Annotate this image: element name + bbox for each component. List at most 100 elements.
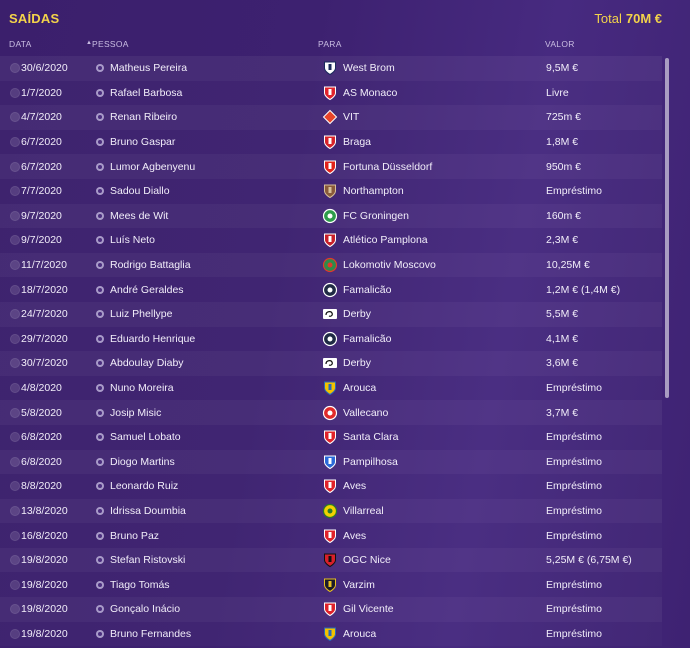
player-name[interactable]: Rafael Barbosa [110, 86, 183, 99]
table-row[interactable]: 4/7/2020 Renan Ribeiro VIT 725m € [0, 105, 662, 130]
column-header-to[interactable]: PARA [318, 39, 342, 49]
table-row[interactable]: 19/8/2020 Bruno Fernandes Arouca Emprést… [0, 622, 662, 647]
table-row[interactable]: 6/7/2020 Lumor Agbenyenu Fortuna Düsseld… [0, 154, 662, 179]
transfer-date: 29/7/2020 [21, 332, 68, 345]
transfer-date: 1/7/2020 [21, 86, 62, 99]
table-row[interactable]: 4/8/2020 Nuno Moreira Arouca Empréstimo [0, 376, 662, 401]
club-name[interactable]: West Brom [343, 62, 395, 75]
transfer-date: 19/8/2020 [21, 627, 68, 640]
club-name[interactable]: Santa Clara [343, 431, 399, 444]
transfer-date: 30/7/2020 [21, 357, 68, 370]
table-row[interactable]: 30/7/2020 Abdoulay Diaby Derby 3,6M € [0, 351, 662, 376]
player-name[interactable]: Leonardo Ruiz [110, 480, 179, 493]
player-name[interactable]: Rodrigo Battaglia [110, 259, 191, 272]
club-name[interactable]: Varzim [343, 578, 375, 591]
club-crest-icon [322, 429, 338, 445]
table-row[interactable]: 18/7/2020 André Geraldes Famalicão 1,2M … [0, 277, 662, 302]
club-crest-icon [322, 208, 338, 224]
table-row[interactable]: 9/7/2020 Mees de Wit FC Groningen 160m € [0, 203, 662, 229]
club-name[interactable]: Villarreal [343, 504, 384, 517]
status-icon [10, 210, 20, 221]
player-name[interactable]: Luiz Phellype [110, 308, 173, 321]
player-name[interactable]: Matheus Pereira [110, 62, 188, 75]
player-name[interactable]: André Geraldes [110, 283, 184, 296]
club-name[interactable]: Fortuna Düsseldorf [343, 160, 433, 173]
club-name[interactable]: Derby [343, 308, 372, 321]
player-name[interactable]: Sadou Diallo [110, 185, 170, 198]
player-name[interactable]: Samuel Lobato [110, 431, 181, 444]
table-row[interactable]: 6/8/2020 Diogo Martins Pampilhosa Emprés… [0, 449, 662, 475]
table-row[interactable]: 11/7/2020 Rodrigo Battaglia Lokomotiv Mo… [0, 252, 662, 278]
table-row[interactable]: 6/7/2020 Bruno Gaspar Braga 1,8M € [0, 130, 662, 155]
player-name[interactable]: Renan Ribeiro [110, 111, 178, 124]
player-name[interactable]: Bruno Paz [110, 529, 160, 542]
club-crest-icon [322, 282, 338, 298]
table-row[interactable]: 13/8/2020 Idrissa Doumbia Villarreal Emp… [0, 498, 662, 524]
table-row[interactable]: 19/8/2020 Tiago Tomás Varzim Empréstimo [0, 572, 662, 597]
club-name[interactable]: Gil Vicente [343, 603, 394, 616]
table-row[interactable]: 6/8/2020 Samuel Lobato Santa Clara Empré… [0, 425, 662, 450]
player-icon [96, 556, 104, 565]
table-row[interactable]: 16/8/2020 Bruno Paz Aves Empréstimo [0, 523, 662, 548]
table-row[interactable]: 5/8/2020 Josip Misic Vallecano 3,7M € [0, 400, 662, 425]
player-name[interactable]: Bruno Fernandes [110, 627, 192, 640]
player-name[interactable]: Bruno Gaspar [110, 136, 176, 149]
column-header-value[interactable]: VALOR [545, 39, 575, 49]
table-row[interactable]: 19/8/2020 Gonçalo Inácio Gil Vicente Emp… [0, 597, 662, 622]
club-name[interactable]: FC Groningen [343, 209, 409, 222]
table-row[interactable]: 29/7/2020 Eduardo Henrique Famalicão 4,1… [0, 327, 662, 352]
player-name[interactable]: Eduardo Henrique [110, 332, 196, 345]
club-name[interactable]: Pampilhosa [343, 455, 398, 468]
club-name[interactable]: Aves [343, 480, 367, 493]
club-name[interactable]: Derby [343, 357, 372, 370]
player-icon [96, 64, 104, 73]
column-header-date[interactable]: DATA [9, 39, 32, 49]
status-icon [10, 358, 20, 369]
table-row[interactable]: 30/6/2020 Matheus Pereira West Brom 9,5M… [0, 56, 662, 81]
club-name[interactable]: Lokomotiv Moscovo [343, 259, 436, 272]
club-crest-icon [322, 601, 338, 617]
club-name[interactable]: Famalicão [343, 332, 392, 345]
player-name[interactable]: Abdoulay Diaby [110, 357, 184, 370]
club-crest-icon [322, 159, 338, 175]
status-icon [10, 555, 20, 566]
column-header-person[interactable]: PESSOA [92, 39, 129, 49]
player-icon [96, 580, 104, 589]
club-crest-icon [322, 109, 338, 125]
club-name[interactable]: AS Monaco [343, 86, 398, 99]
table-row[interactable]: 1/7/2020 Rafael Barbosa AS Monaco Livre [0, 81, 662, 106]
player-name[interactable]: Nuno Moreira [110, 382, 174, 395]
player-name[interactable]: Tiago Tomás [110, 578, 170, 591]
table-row[interactable]: 8/8/2020 Leonardo Ruiz Aves Empréstimo [0, 474, 662, 499]
club-crest-icon [322, 626, 338, 642]
player-name[interactable]: Diogo Martins [110, 455, 175, 468]
transfer-date: 6/8/2020 [21, 431, 62, 444]
player-name[interactable]: Gonçalo Inácio [110, 603, 181, 616]
table-row[interactable]: 24/7/2020 Luiz Phellype Derby 5,5M € [0, 301, 662, 327]
player-icon [96, 211, 104, 220]
club-name[interactable]: Arouca [343, 627, 377, 640]
table-row[interactable]: 19/8/2020 Stefan Ristovski OGC Nice 5,25… [0, 547, 662, 573]
player-name[interactable]: Lumor Agbenyenu [110, 160, 196, 173]
player-name[interactable]: Idrissa Doumbia [110, 504, 186, 517]
player-icon [96, 187, 104, 196]
player-name[interactable]: Josip Misic [110, 406, 162, 419]
club-name[interactable]: Aves [343, 529, 367, 542]
table-row[interactable]: 7/7/2020 Sadou Diallo Northampton Emprés… [0, 179, 662, 204]
club-name[interactable]: OGC Nice [343, 554, 391, 567]
club-name[interactable]: Atlético Pamplona [343, 234, 428, 247]
club-name[interactable]: Famalicão [343, 283, 392, 296]
player-name[interactable]: Luís Neto [110, 234, 155, 247]
club-name[interactable]: Northampton [343, 185, 404, 198]
player-name[interactable]: Mees de Wit [110, 209, 169, 222]
club-name[interactable]: Arouca [343, 382, 377, 395]
club-name[interactable]: Braga [343, 136, 372, 149]
transfer-value: Livre [546, 86, 569, 99]
table-row[interactable]: 9/7/2020 Luís Neto Atlético Pamplona 2,3… [0, 228, 662, 253]
player-name[interactable]: Stefan Ristovski [110, 554, 186, 567]
club-name[interactable]: VIT [343, 111, 360, 124]
scrollbar[interactable] [665, 58, 669, 398]
club-name[interactable]: Vallecano [343, 406, 389, 419]
